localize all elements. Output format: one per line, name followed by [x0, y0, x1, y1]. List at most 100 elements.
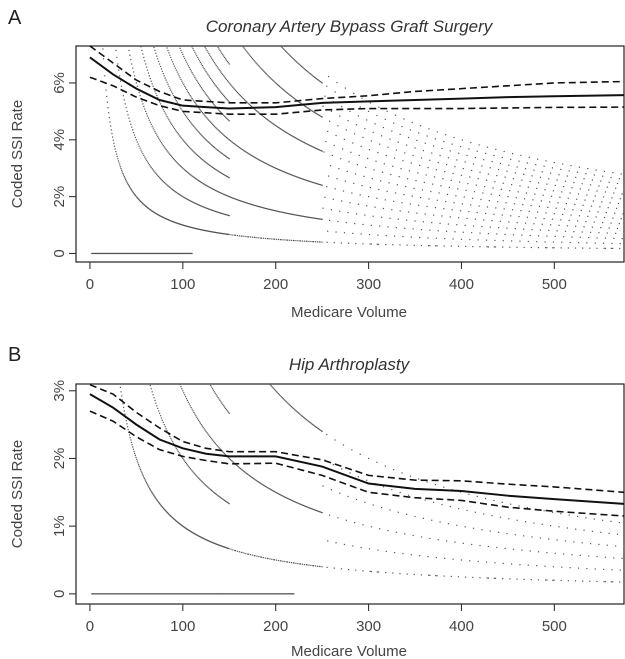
data-point: [224, 194, 226, 196]
data-point: [127, 114, 129, 116]
data-point: [561, 241, 563, 243]
data-point: [173, 159, 176, 161]
data-point: [293, 136, 295, 138]
data-point: [136, 196, 138, 198]
data-point: [160, 215, 162, 217]
data-point: [401, 202, 403, 204]
data-point: [298, 63, 300, 65]
data-point: [314, 241, 317, 243]
data-point: [279, 128, 281, 130]
x-tick-label: 300: [356, 618, 381, 635]
data-point: [387, 146, 389, 148]
data-point: [114, 593, 117, 595]
data-point: [145, 159, 148, 161]
data-point: [345, 221, 347, 224]
data-point: [198, 132, 201, 134]
data-point: [187, 529, 189, 531]
data-point: [176, 252, 178, 255]
data-point: [96, 252, 98, 255]
data-point: [217, 67, 219, 69]
data-point: [294, 175, 296, 177]
data-point: [185, 397, 188, 400]
data-point: [265, 118, 268, 120]
data-point: [185, 59, 187, 61]
data-point: [295, 562, 297, 564]
data-point: [227, 502, 229, 504]
data-point: [258, 159, 260, 161]
data-point: [335, 231, 337, 233]
data-point: [343, 543, 346, 546]
data-point: [230, 593, 233, 595]
data-point: [474, 218, 476, 220]
data-point: [155, 593, 157, 595]
data-point: [188, 66, 190, 69]
data-point: [302, 141, 305, 143]
data-point: [272, 593, 274, 595]
data-point: [611, 581, 614, 583]
data-point: [210, 99, 212, 102]
data-point: [476, 150, 478, 152]
data-point: [213, 231, 215, 233]
data-point: [309, 507, 311, 509]
data-point: [323, 151, 325, 153]
data-point: [407, 494, 410, 496]
data-point: [468, 148, 470, 150]
data-point: [177, 163, 179, 165]
data-point: [367, 110, 370, 112]
data-point: [277, 210, 280, 213]
data-point: [272, 209, 274, 211]
data-point: [266, 237, 268, 240]
data-point: [191, 46, 193, 48]
data-point: [308, 240, 310, 243]
data-point: [295, 137, 297, 139]
data-point: [212, 188, 215, 190]
data-point: [198, 419, 200, 421]
data-point: [614, 212, 616, 214]
data-point: [430, 190, 432, 193]
data-point: [100, 593, 103, 595]
data-point: [368, 149, 371, 151]
data-point: [189, 467, 191, 470]
data-point: [310, 109, 312, 111]
data-point: [598, 543, 600, 546]
data-point: [206, 72, 208, 74]
data-point: [317, 79, 320, 81]
data-point: [536, 187, 538, 190]
data-point: [222, 113, 224, 115]
data-point: [281, 495, 283, 497]
data-point: [372, 131, 374, 133]
data-point: [310, 240, 312, 243]
data-point: [248, 474, 250, 476]
data-point: [460, 559, 463, 561]
data-point: [162, 507, 164, 509]
data-point: [309, 108, 311, 111]
data-point: [464, 161, 466, 163]
data-point: [419, 196, 422, 199]
data-point: [145, 206, 147, 208]
data-point: [199, 536, 201, 538]
data-point: [209, 54, 211, 56]
data-point: [113, 252, 115, 255]
data-point: [602, 519, 604, 521]
data-point: [235, 593, 237, 595]
data-point: [267, 593, 269, 595]
data-point: [499, 516, 502, 518]
y-tick-label: 2%: [51, 186, 68, 208]
data-point: [225, 136, 228, 139]
data-point: [210, 231, 213, 233]
data-point: [316, 510, 319, 512]
data-point: [111, 132, 113, 135]
data-point: [94, 593, 96, 595]
data-point: [301, 140, 303, 142]
data-point: [243, 150, 245, 152]
data-point: [497, 201, 499, 203]
data-point: [573, 231, 575, 233]
data-point: [370, 140, 372, 142]
data-point: [170, 515, 172, 517]
data-point: [264, 237, 266, 240]
data-point: [123, 593, 126, 595]
data-point: [348, 161, 350, 163]
data-point: [302, 66, 304, 68]
data-point: [223, 593, 225, 595]
